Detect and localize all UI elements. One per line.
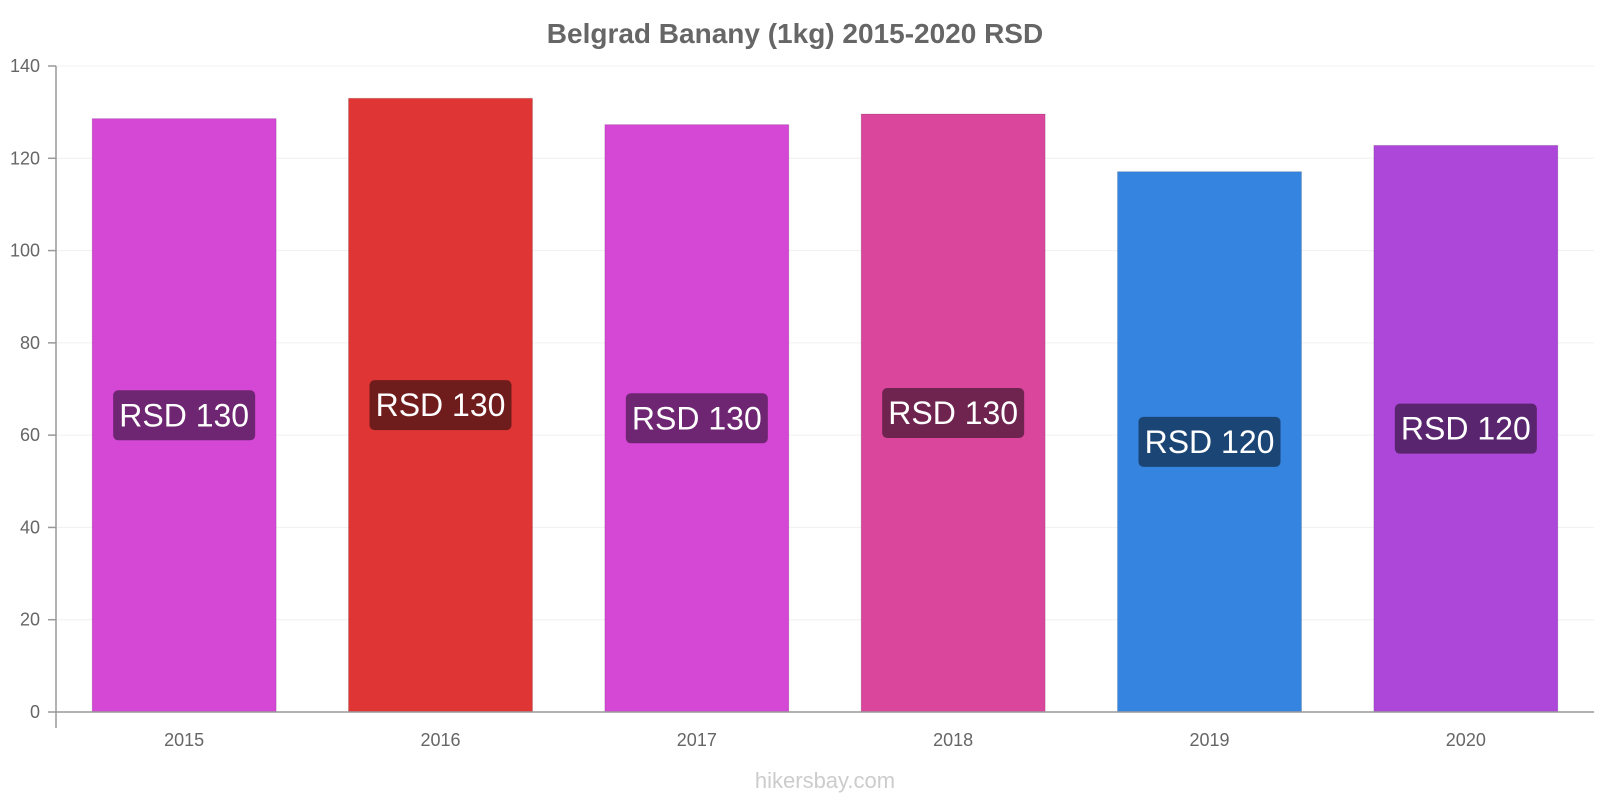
- y-axis-ticks: 0 20 40 60 80 100 120 140: [10, 56, 56, 722]
- x-tick-label-2019: 2019: [1189, 730, 1229, 750]
- gridlines: [56, 65, 1594, 621]
- y-tick-label: 20: [20, 610, 40, 630]
- data-label-2020: RSD 120: [1401, 411, 1531, 447]
- data-label-2015: RSD 130: [119, 397, 249, 433]
- x-tick-label-2015: 2015: [164, 730, 204, 750]
- data-label-bg-2016: [369, 380, 512, 431]
- x-tick-label-2018: 2018: [933, 730, 973, 750]
- y-tick-label: 120: [10, 148, 40, 168]
- x-axis-ticks: 2015 2016 2017 2018 2019 2020: [164, 730, 1486, 750]
- data-labels: RSD 130 RSD 130 RSD 130 RSD 130 RSD 120 RSD 1…: [113, 380, 1537, 467]
- data-label-2018: RSD 130: [888, 395, 1018, 431]
- data-label-bg-2018: [882, 387, 1025, 438]
- data-label-bg-2020: [1394, 403, 1537, 454]
- data-label-2019: RSD 120: [1145, 424, 1275, 460]
- x-tick-label-2020: 2020: [1446, 730, 1486, 750]
- y-tick-label: 60: [20, 425, 40, 445]
- data-label-2016: RSD 130: [376, 387, 506, 423]
- data-label-2017: RSD 130: [632, 400, 762, 436]
- y-tick-label: 140: [10, 56, 40, 76]
- y-tick-label: 40: [20, 517, 40, 537]
- data-label-bg-2019: [1138, 416, 1281, 467]
- data-label-bg-2017: [625, 393, 768, 444]
- y-tick-label: 0: [30, 702, 40, 722]
- data-label-bg-2015: [113, 390, 256, 441]
- chart-title: Belgrad Banany (1kg) 2015-2020 RSD: [547, 18, 1043, 49]
- x-tick-label-2017: 2017: [677, 730, 717, 750]
- watermark: hikersbay.com: [755, 768, 895, 793]
- x-tick-label-2016: 2016: [420, 730, 460, 750]
- y-tick-label: 100: [10, 241, 40, 261]
- y-tick-label: 80: [20, 333, 40, 353]
- axes: [55, 66, 1594, 728]
